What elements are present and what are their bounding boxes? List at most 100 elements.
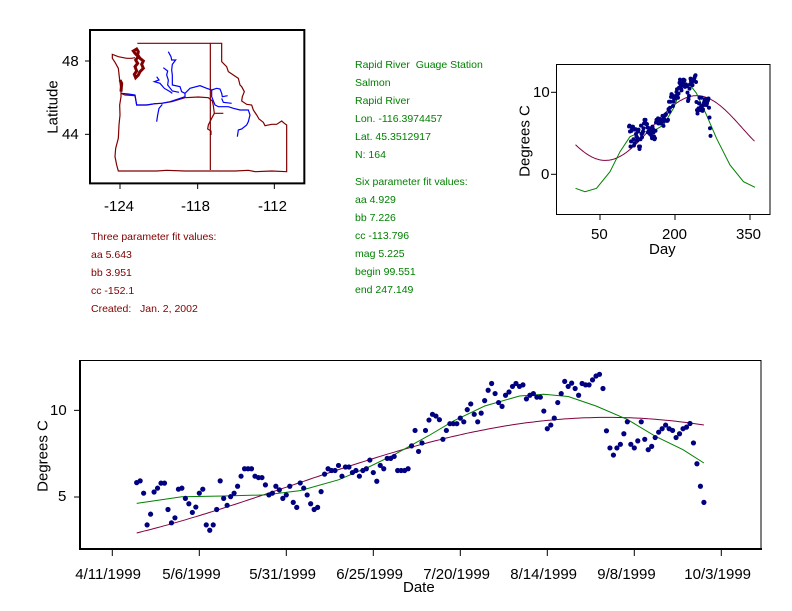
- data-point: [649, 443, 655, 449]
- data-point: [308, 501, 314, 507]
- data-point: [679, 88, 684, 93]
- data-point: [315, 504, 321, 510]
- data-point: [210, 522, 216, 528]
- data-point: [457, 415, 463, 421]
- date-chart-y-tick: 5: [58, 488, 67, 505]
- data-point: [165, 506, 171, 513]
- data-point: [643, 117, 648, 122]
- date-chart-y-label: Degrees C: [34, 420, 52, 492]
- data-point: [586, 382, 592, 388]
- data-point: [509, 383, 516, 390]
- data-point: [687, 86, 692, 91]
- data-point: [297, 480, 303, 486]
- data-point: [548, 422, 554, 428]
- data-point: [415, 448, 422, 455]
- data-point: [231, 490, 237, 496]
- data-point: [690, 440, 697, 446]
- data-point: [707, 115, 712, 120]
- data-point: [642, 436, 648, 442]
- data-point: [485, 387, 491, 393]
- data-point: [663, 422, 669, 428]
- six-param-fit-line: [575, 84, 756, 193]
- data-point: [641, 126, 646, 131]
- data-point: [234, 483, 241, 489]
- data-point: [687, 93, 691, 98]
- data-point: [492, 390, 498, 397]
- data-point: [520, 382, 526, 388]
- data-point: [638, 144, 642, 149]
- station-river: Rapid River: [355, 95, 410, 107]
- data-point: [565, 383, 571, 390]
- data-point: [454, 421, 460, 427]
- data-point: [294, 504, 300, 510]
- data-point: [200, 486, 206, 492]
- data-point: [596, 371, 603, 377]
- station-lon: Lon. -116.3974457: [355, 113, 443, 125]
- data-point: [631, 137, 636, 142]
- date-chart-x-tick: 9/8/1999: [597, 566, 656, 583]
- date-chart-x-tick: 7/20/1999: [423, 566, 491, 583]
- data-point: [426, 417, 432, 423]
- six-param-bb: bb 7.226: [355, 212, 396, 224]
- map-plot: [85, 25, 310, 190]
- data-point: [172, 515, 178, 521]
- station-name: Rapid River Guage Station: [355, 59, 483, 71]
- data-point: [664, 112, 668, 117]
- data-point: [676, 431, 683, 437]
- data-point: [321, 471, 328, 477]
- data-point: [551, 415, 557, 421]
- data-point: [248, 466, 255, 472]
- data-point: [695, 111, 700, 116]
- date-chart-x-tick: 5/6/1999: [162, 566, 221, 583]
- data-point: [168, 520, 175, 526]
- data-point: [381, 466, 387, 472]
- data-point: [495, 399, 502, 406]
- data-point: [412, 427, 418, 434]
- data-point: [238, 473, 244, 479]
- data-point: [482, 398, 488, 404]
- station-n: N: 164: [355, 149, 386, 161]
- data-point: [541, 408, 547, 414]
- data-point: [694, 79, 698, 84]
- data-point: [628, 144, 633, 149]
- data-point: [701, 499, 707, 505]
- data-point: [137, 478, 143, 484]
- data-point: [214, 506, 220, 513]
- data-point: [708, 126, 712, 131]
- data-point: [203, 522, 209, 528]
- data-point: [641, 129, 645, 134]
- data-point: [374, 478, 380, 484]
- data-point: [478, 410, 484, 416]
- data-point: [339, 473, 345, 479]
- data-point: [669, 427, 676, 434]
- data-point: [391, 453, 397, 460]
- data-point: [600, 385, 606, 392]
- data-point: [363, 466, 369, 472]
- data-point: [332, 467, 338, 474]
- three-param-title: Three parameter fit values:: [91, 231, 217, 243]
- data-point: [443, 427, 449, 434]
- data-point: [648, 130, 653, 135]
- six-param-begin: begin 99.551: [355, 266, 416, 278]
- data-point: [471, 411, 477, 417]
- rivers: [122, 52, 250, 137]
- data-point: [603, 428, 610, 434]
- data-point: [287, 483, 293, 489]
- data-point: [699, 95, 704, 100]
- data-point: [640, 135, 644, 140]
- data-point: [690, 83, 695, 88]
- date-chart-y-tick: 10: [50, 402, 67, 419]
- data-point: [262, 482, 269, 488]
- data-point: [628, 441, 634, 447]
- data-point: [693, 73, 698, 78]
- data-point: [182, 495, 188, 501]
- map-ticks: [85, 61, 274, 189]
- data-point: [685, 84, 689, 89]
- data-point: [631, 445, 637, 451]
- data-point: [224, 502, 230, 508]
- data-point: [499, 403, 505, 409]
- data-point: [530, 390, 536, 397]
- six-param-title: Six parameter fit values:: [355, 176, 468, 188]
